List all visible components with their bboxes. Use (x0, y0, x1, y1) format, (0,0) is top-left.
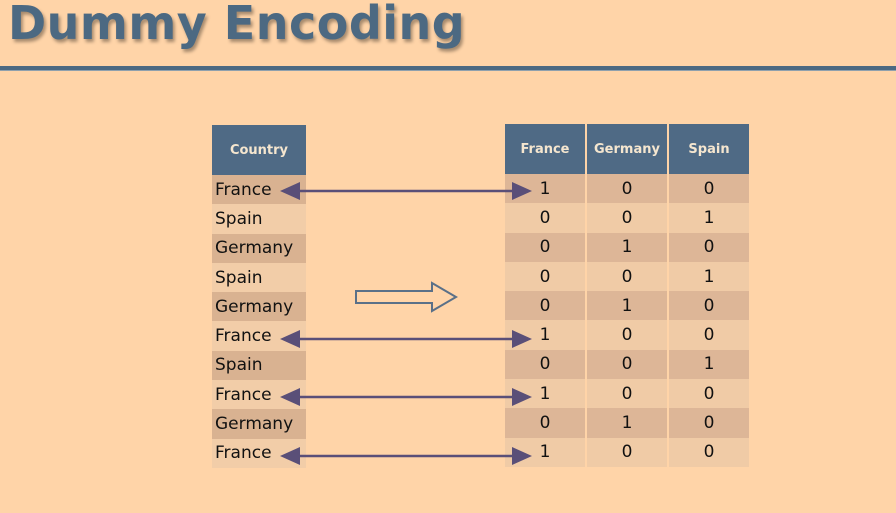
country-cell: France (212, 438, 306, 468)
dummy-cell: 0 (505, 232, 585, 262)
dummy-cell: 1 (505, 174, 585, 204)
dummy-cell: 1 (585, 291, 667, 321)
dummy-header-spain: Spain (667, 124, 749, 174)
dummy-cell: 0 (505, 203, 585, 233)
dummy-cell: 0 (667, 291, 749, 321)
dummy-cell: 1 (585, 232, 667, 262)
dummy-cell: 0 (585, 437, 667, 467)
dummy-cell: 1 (667, 261, 749, 292)
dummy-cell: 0 (667, 437, 749, 467)
country-cell: France (212, 175, 306, 205)
country-cell: Spain (212, 204, 306, 234)
dummy-cell: 0 (505, 408, 585, 438)
country-cell: Germany (212, 233, 306, 263)
title-divider (0, 66, 896, 70)
dummy-cell: 1 (505, 437, 585, 467)
country-cell: Germany (212, 292, 306, 322)
dummy-cell: 1 (667, 203, 749, 233)
country-cell: France (212, 380, 306, 410)
mapping-arrow (280, 330, 532, 348)
dummy-cell: 0 (585, 261, 667, 292)
dummy-cell: 0 (505, 261, 585, 292)
dummy-cell: 0 (667, 379, 749, 409)
dummy-cell: 0 (667, 174, 749, 204)
dummy-cell: 0 (585, 349, 667, 380)
country-cell: Spain (212, 350, 306, 381)
transform-arrow-icon (355, 281, 458, 313)
dummy-cell: 0 (585, 174, 667, 204)
slide-title: Dummy Encoding (8, 0, 466, 50)
dummy-cell: 0 (667, 232, 749, 262)
country-table: Country France Spain Germany Spain Germa… (212, 125, 306, 468)
mapping-arrow (280, 388, 532, 406)
dummy-cell: 1 (505, 379, 585, 409)
dummy-header-germany: Germany (585, 124, 667, 174)
country-header: Country (212, 125, 306, 175)
mapping-arrow (280, 182, 532, 200)
dummy-cell: 1 (667, 349, 749, 380)
dummy-cell: 0 (505, 349, 585, 380)
dummy-cell: 1 (585, 408, 667, 438)
dummy-cell: 0 (585, 203, 667, 233)
dummy-cell: 0 (667, 408, 749, 438)
country-cell: Spain (212, 262, 306, 293)
title-divider-shadow (0, 70, 896, 71)
mapping-arrow (280, 447, 532, 465)
dummy-cell: 0 (505, 291, 585, 321)
country-cell: Germany (212, 409, 306, 439)
dummy-cell: 0 (585, 379, 667, 409)
country-cell: France (212, 321, 306, 351)
dummy-header-france: France (505, 124, 585, 174)
dummy-cell: 0 (585, 320, 667, 350)
dummy-cell: 1 (505, 320, 585, 350)
dummy-cell: 0 (667, 320, 749, 350)
